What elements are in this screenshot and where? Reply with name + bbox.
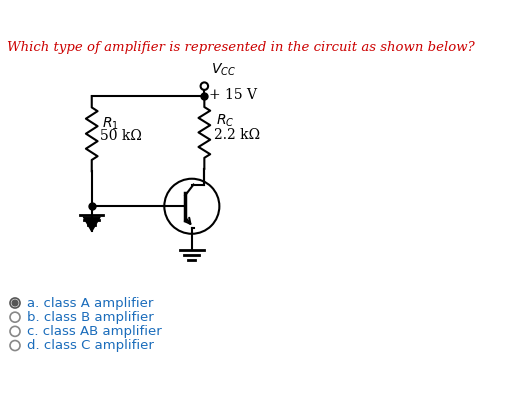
Text: $V_{CC}$: $V_{CC}$ [211,62,236,78]
Text: 50 kΩ: 50 kΩ [100,129,142,143]
Text: c. class AB amplifier: c. class AB amplifier [27,325,162,338]
Text: d. class C amplifier: d. class C amplifier [27,339,154,352]
Text: $R_1$: $R_1$ [102,115,119,132]
Text: + 15 V: + 15 V [209,88,257,102]
Polygon shape [83,217,100,231]
Text: Which type of amplifier is represented in the circuit as shown below?: Which type of amplifier is represented i… [7,41,474,54]
Text: a. class A amplifier: a. class A amplifier [27,296,153,309]
Text: b. class B amplifier: b. class B amplifier [27,311,154,324]
Text: $R_C$: $R_C$ [216,113,234,129]
Text: 2.2 kΩ: 2.2 kΩ [214,128,261,142]
Circle shape [12,300,18,306]
